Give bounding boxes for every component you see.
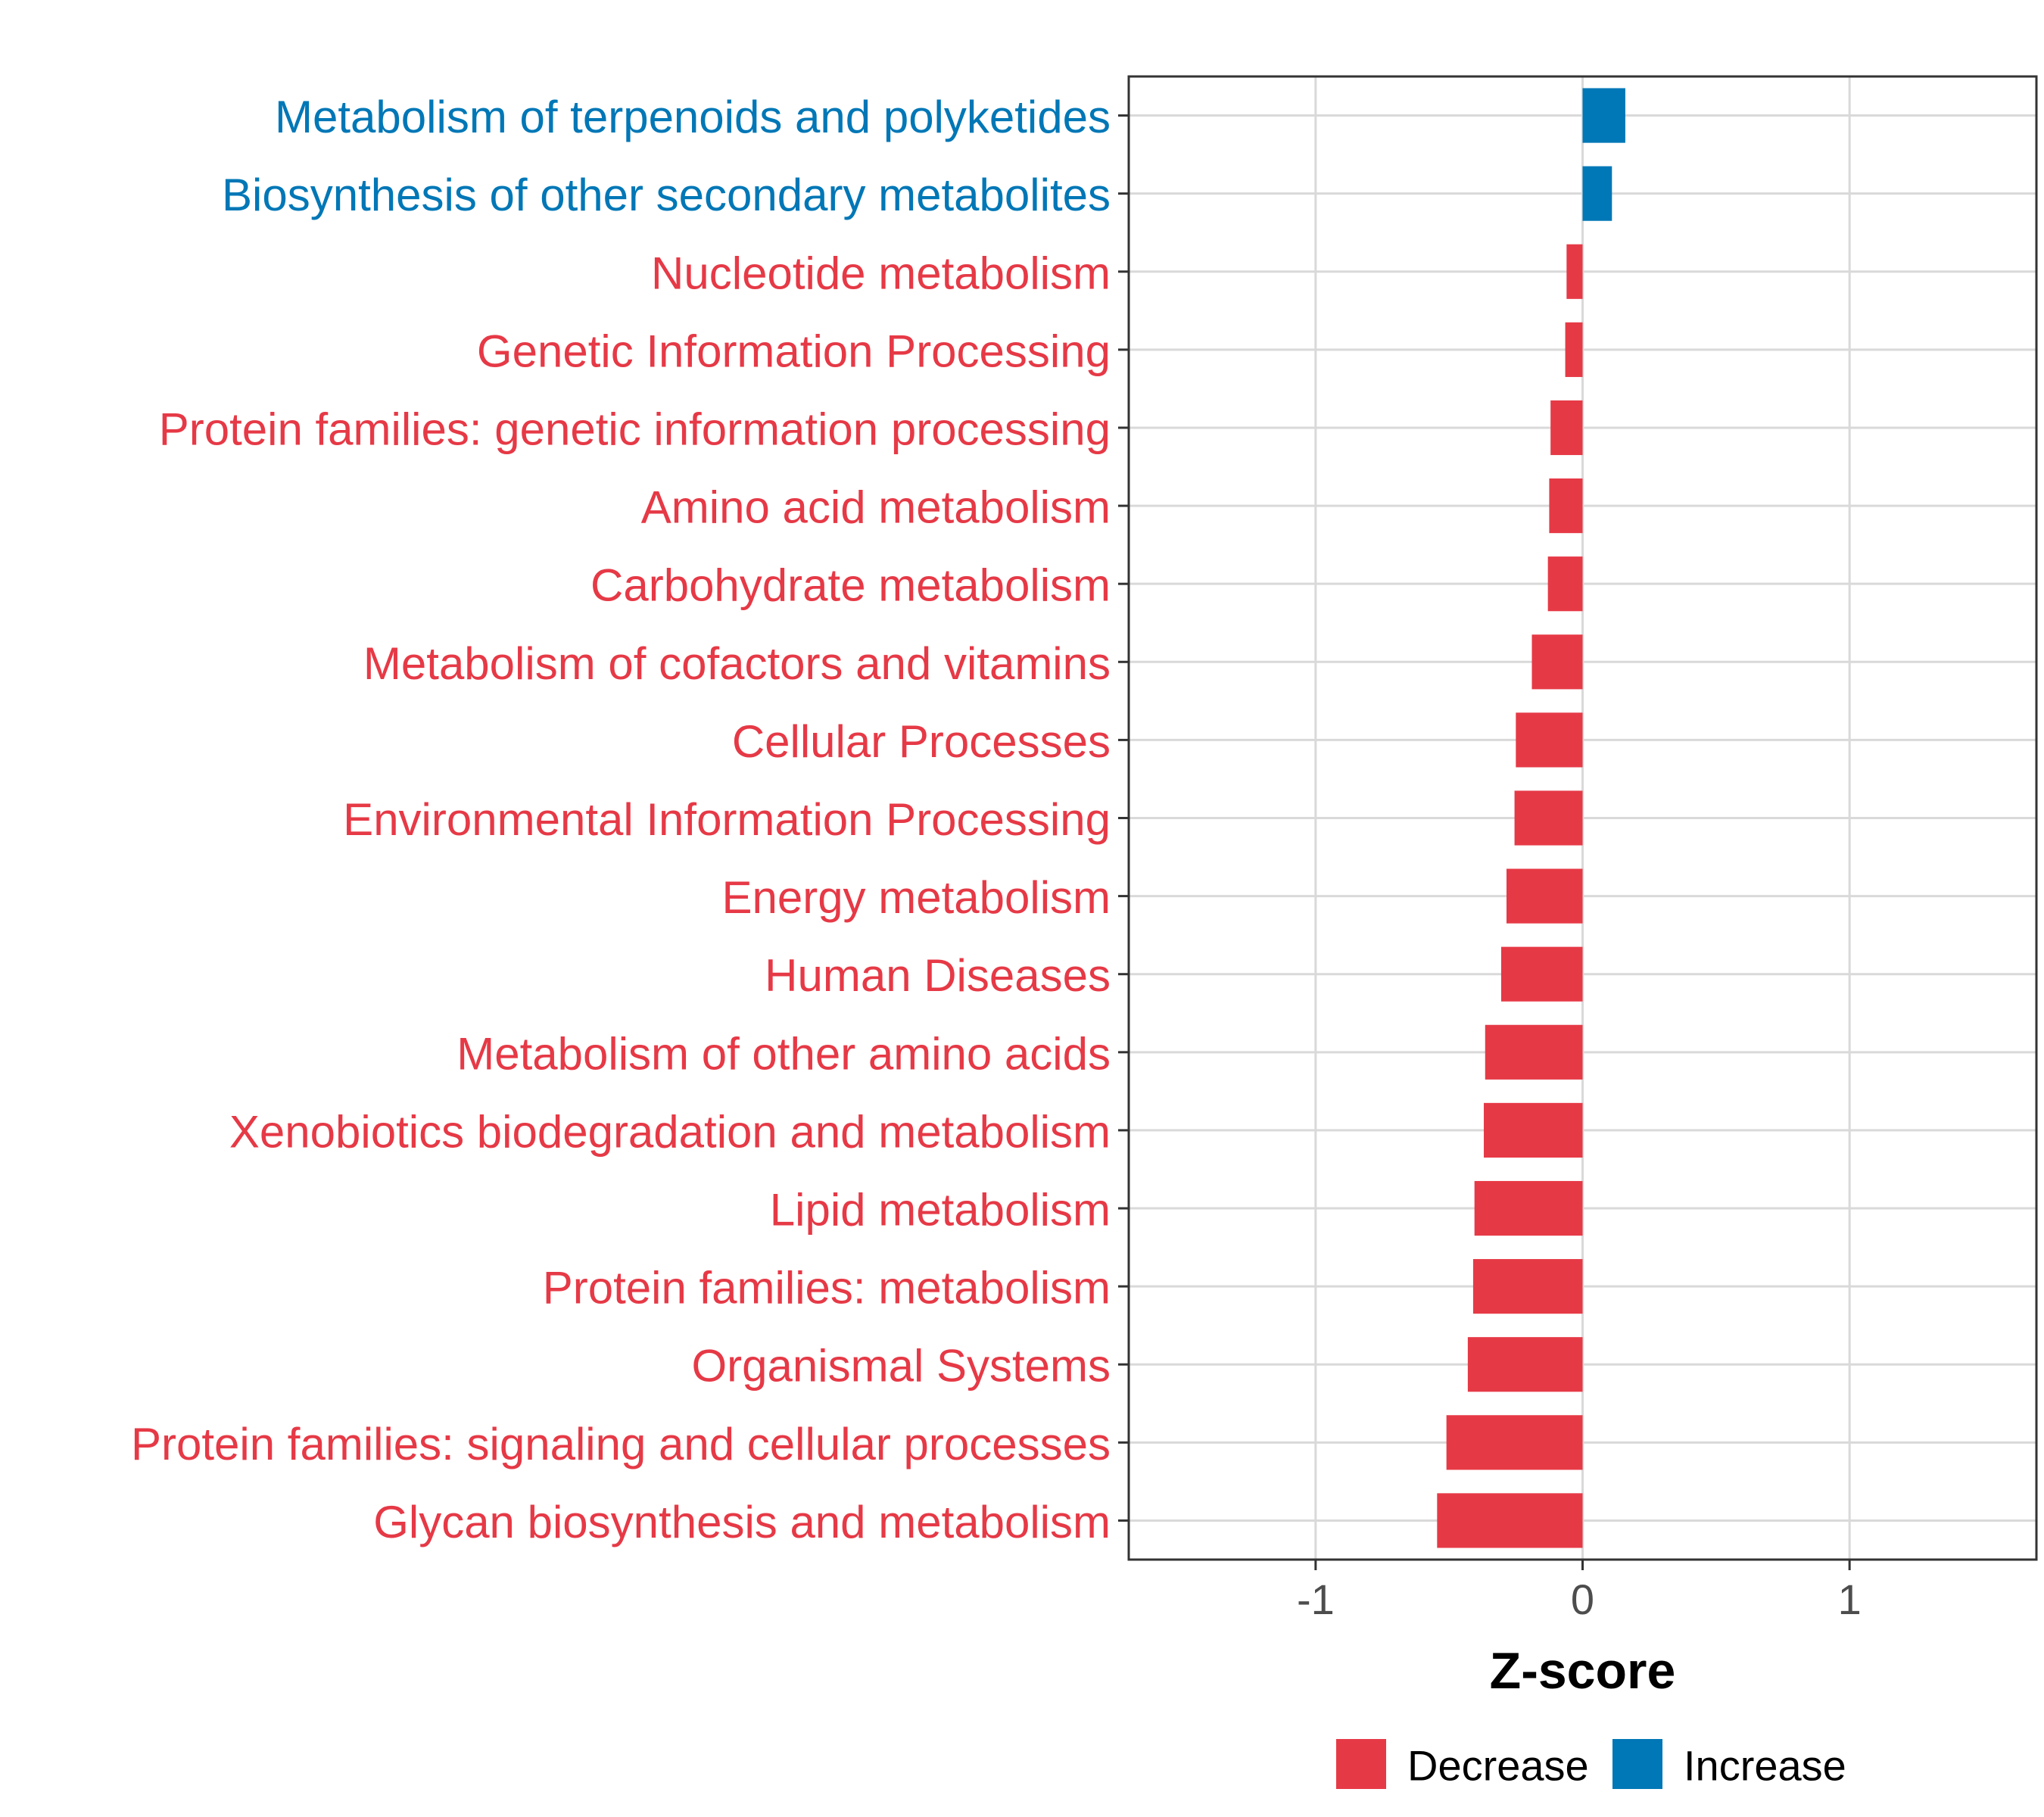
category-label: Organismal Systems	[692, 1341, 1111, 1392]
bar-decrease	[1506, 868, 1583, 924]
legend-swatch-decrease	[1336, 1739, 1386, 1789]
category-label: Glycan biosynthesis and metabolism	[373, 1497, 1111, 1547]
x-axis-title: Z-score	[1490, 1642, 1676, 1700]
category-label: Human Diseases	[765, 950, 1111, 1001]
category-label: Protein families: genetic information pr…	[159, 404, 1111, 454]
bar-increase	[1582, 88, 1625, 143]
bar-decrease	[1484, 1102, 1583, 1158]
x-tick-label: -1	[1297, 1575, 1335, 1623]
category-label: Lipid metabolism	[770, 1185, 1111, 1236]
category-label: Protein families: signaling and cellular…	[131, 1419, 1111, 1469]
bar-decrease	[1500, 946, 1583, 1002]
bar-decrease	[1565, 322, 1583, 377]
category-label: Xenobiotics biodegradation and metabolis…	[229, 1106, 1111, 1157]
x-tick-label: 1	[1838, 1575, 1862, 1623]
category-label: Biosynthesis of other secondary metaboli…	[222, 170, 1111, 220]
legend-swatch-increase	[1612, 1739, 1662, 1789]
legend-label-decrease: Decrease	[1407, 1742, 1589, 1790]
bar-decrease	[1472, 1259, 1583, 1314]
y-axis-labels: Metabolism of terpenoids and polyketides…	[131, 92, 1111, 1547]
bar-decrease	[1485, 1024, 1583, 1080]
category-label: Energy metabolism	[721, 872, 1111, 923]
bar-decrease	[1514, 790, 1583, 846]
bar-decrease	[1566, 244, 1583, 299]
category-label: Metabolism of terpenoids and polyketides	[275, 92, 1111, 142]
legend: Decrease Increase	[1336, 1739, 1846, 1790]
bar-decrease	[1437, 1493, 1583, 1548]
bar-decrease	[1549, 478, 1583, 534]
category-label: Environmental Information Processing	[343, 794, 1111, 845]
bar-decrease	[1467, 1337, 1583, 1392]
bar-decrease	[1474, 1180, 1583, 1236]
y-axis-ticks	[1118, 114, 1129, 1522]
bars	[1437, 88, 1625, 1548]
legend-label-increase: Increase	[1684, 1742, 1846, 1790]
category-label: Nucleotide metabolism	[651, 248, 1111, 298]
bar-decrease	[1446, 1415, 1583, 1470]
bar-decrease	[1550, 400, 1583, 456]
category-label: Metabolism of other amino acids	[456, 1028, 1111, 1079]
x-tick-label: 0	[1571, 1575, 1594, 1623]
category-label: Amino acid metabolism	[641, 482, 1111, 533]
bar-decrease	[1516, 712, 1583, 768]
bar-decrease	[1531, 634, 1583, 690]
category-label: Protein families: metabolism	[543, 1263, 1111, 1314]
x-axis-ticks: -1 0 1	[1297, 1560, 1862, 1623]
bar-decrease	[1547, 556, 1583, 612]
category-label: Genetic Information Processing	[477, 326, 1111, 376]
category-label: Carbohydrate metabolism	[590, 560, 1111, 611]
category-label: Metabolism of cofactors and vitamins	[363, 638, 1111, 689]
category-label: Cellular Processes	[732, 716, 1111, 767]
bar-increase	[1582, 166, 1612, 221]
